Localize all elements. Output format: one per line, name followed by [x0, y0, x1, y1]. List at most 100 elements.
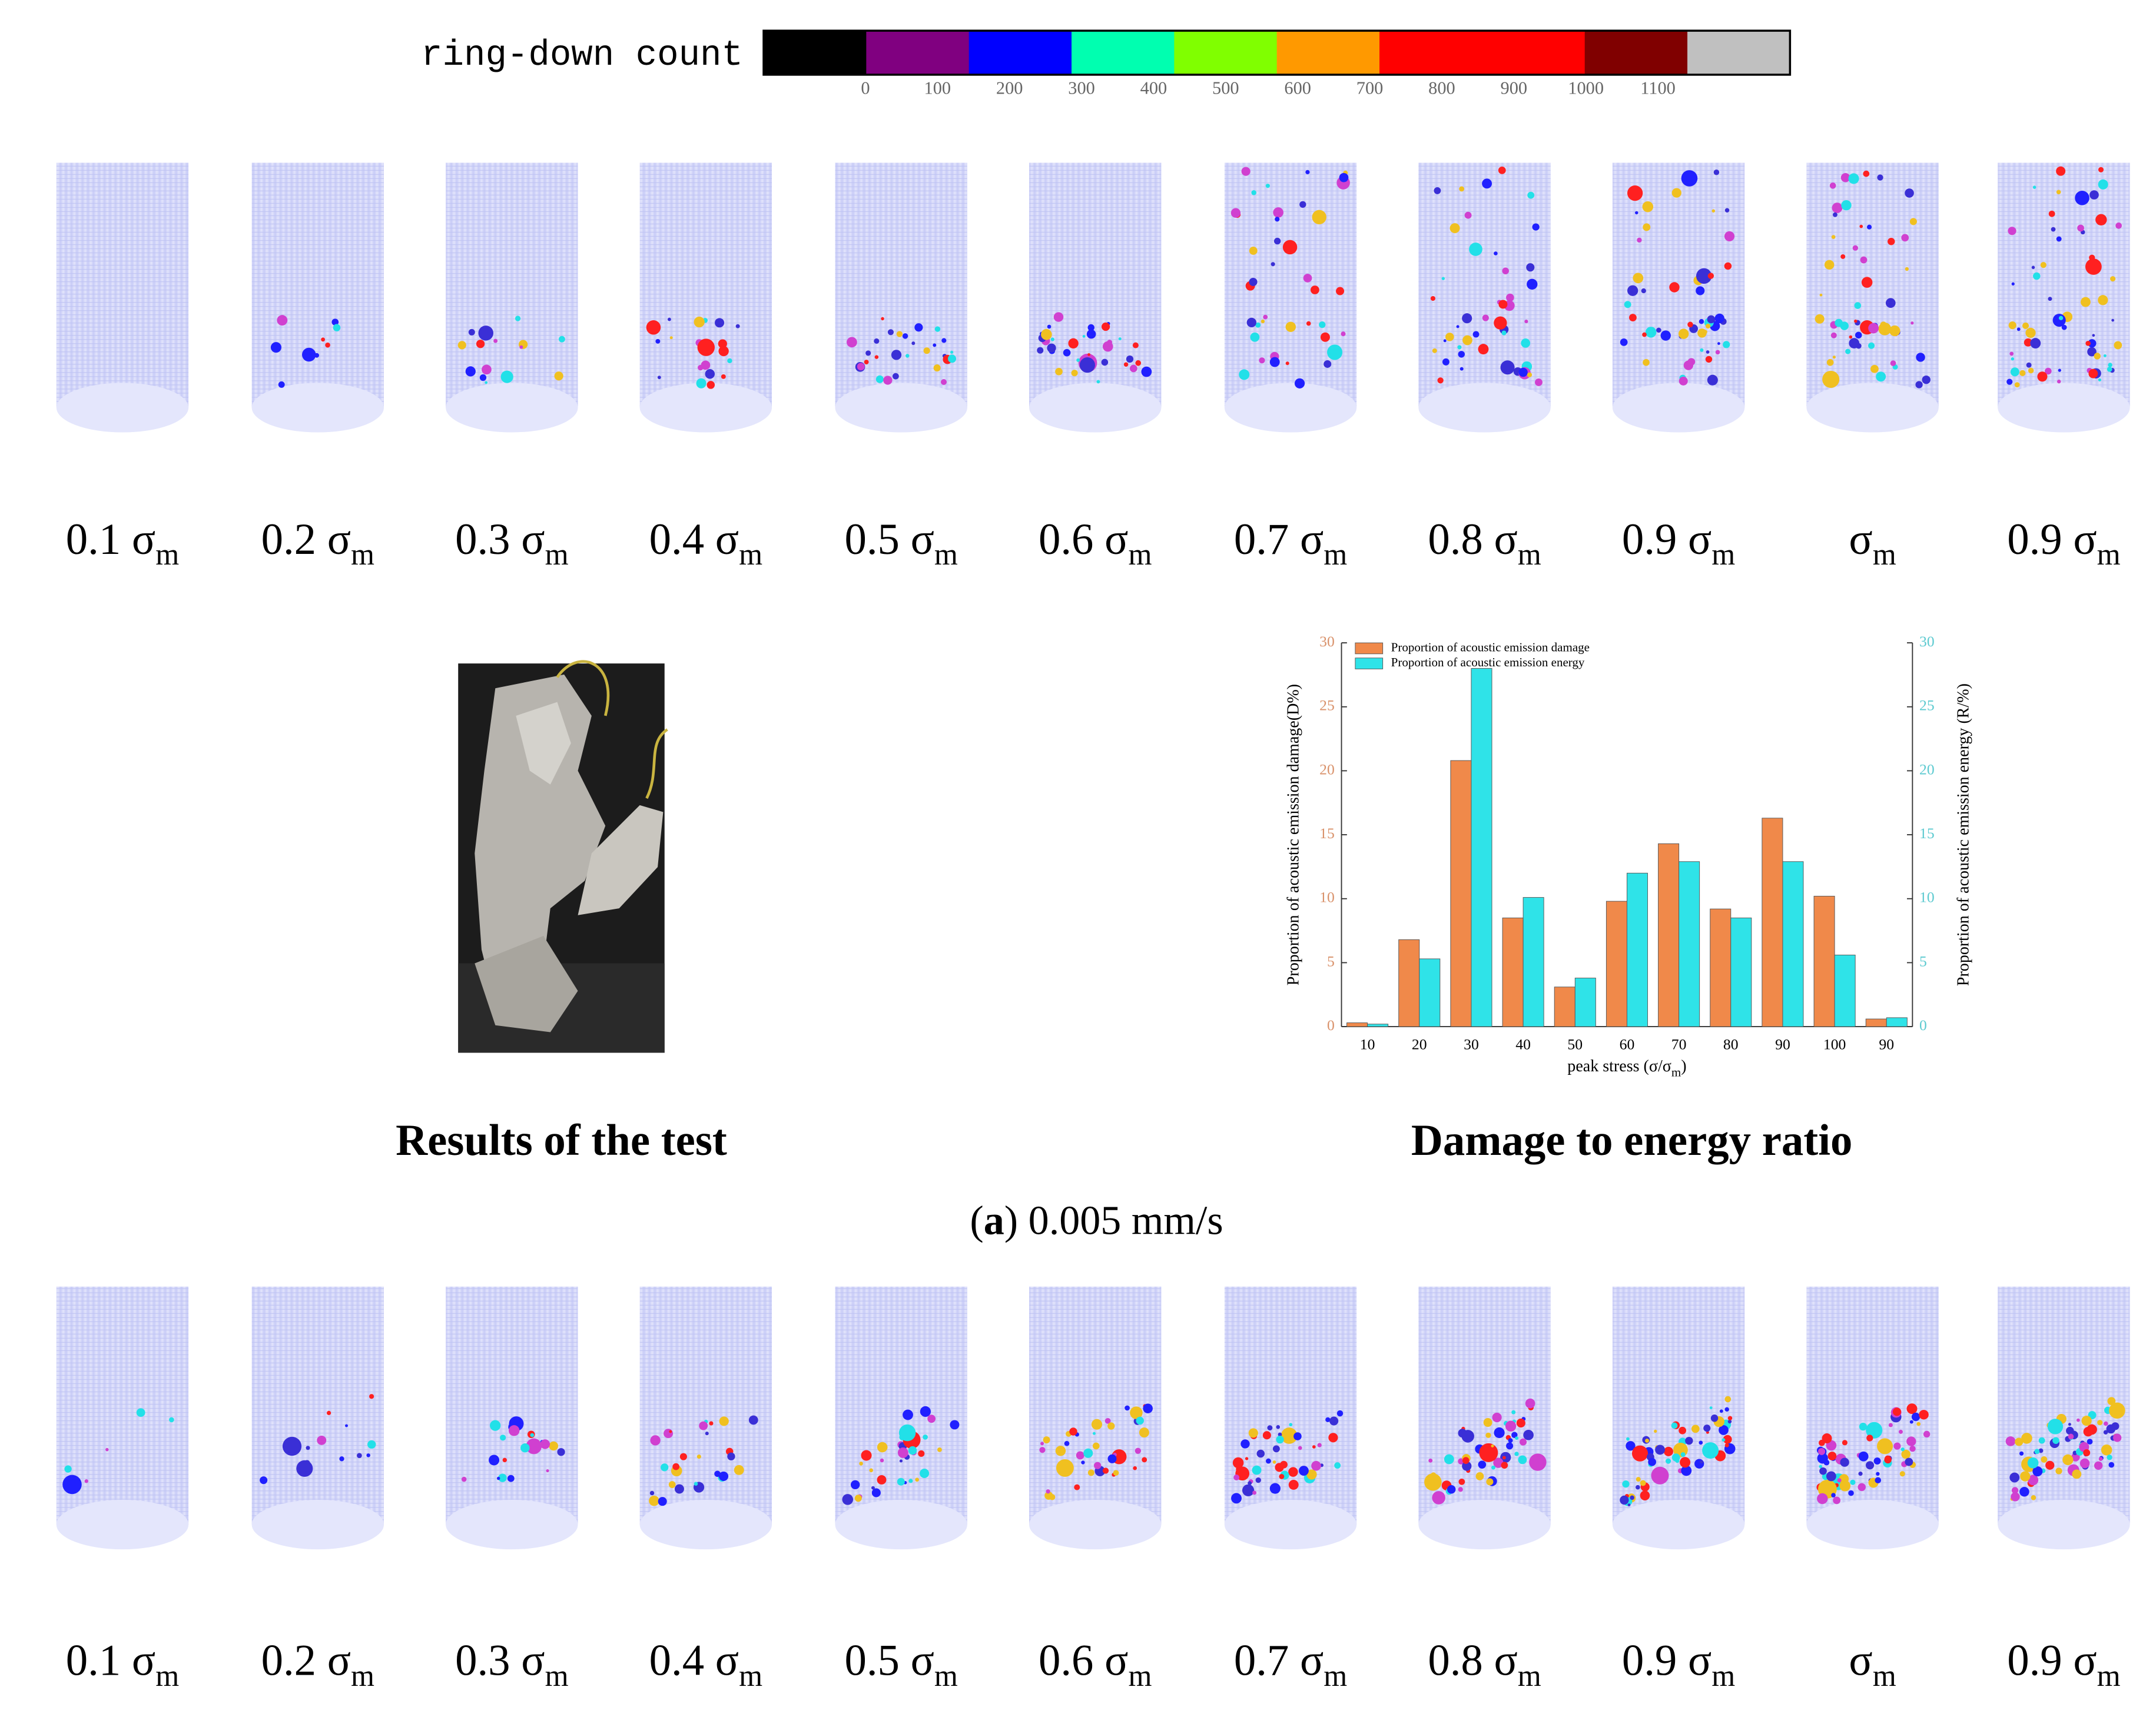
- ae-event: [672, 1463, 680, 1470]
- ae-event: [1622, 1480, 1630, 1488]
- ae-event: [345, 1424, 348, 1427]
- ae-event: [718, 1471, 729, 1481]
- bar: [1554, 987, 1575, 1027]
- bar-chart: 0 5 10 15 20 25 30 0 5 10 15 20 25 30 10 20 30 40 50 60 70 80…: [1285, 633, 1973, 1079]
- cylinder-base: [1224, 383, 1357, 433]
- ae-event: [2028, 1475, 2039, 1486]
- ae-event: [1717, 342, 1720, 345]
- ae-event: [1230, 208, 1241, 218]
- ae-event: [1086, 329, 1096, 339]
- stage-label-main: 0.2 σ: [261, 1636, 351, 1685]
- ae-event: [915, 1477, 920, 1482]
- ae-event: [1840, 254, 1846, 259]
- ae-event: [1288, 1467, 1298, 1477]
- ae-event: [1239, 369, 1250, 380]
- ae-event: [1252, 1490, 1257, 1495]
- ae-event: [2061, 324, 2067, 330]
- ae-event: [908, 1479, 913, 1483]
- stage-label: 0.6 σm: [1039, 1636, 1152, 1693]
- stage-label: σm: [1849, 1636, 1896, 1693]
- bar: [1834, 954, 1856, 1027]
- ae-event: [2019, 1451, 2024, 1456]
- ae-event: [554, 371, 563, 381]
- ae-event: [2101, 1444, 2112, 1456]
- ae-event: [1265, 184, 1270, 188]
- stage-label-main: 0.4 σ: [649, 1636, 739, 1685]
- ae-event: [1648, 1457, 1656, 1466]
- cylinder-base: [251, 1500, 384, 1550]
- ae-event: [1130, 364, 1137, 373]
- ae-event: [1858, 1483, 1866, 1492]
- x-tick-label: 40: [1515, 1036, 1531, 1053]
- specimen-model: [56, 162, 189, 433]
- ae-event: [705, 1432, 709, 1436]
- ae-event: [1861, 277, 1873, 288]
- ae-event: [1515, 1436, 1519, 1440]
- ae-event: [500, 1435, 506, 1441]
- ae-event: [282, 1436, 302, 1456]
- ae-event: [877, 1442, 888, 1453]
- ae-event: [2055, 1467, 2062, 1475]
- ae-event: [493, 338, 498, 343]
- ae-event: [1848, 173, 1859, 184]
- ae-event: [1491, 1445, 1494, 1448]
- ae-event: [1922, 375, 1931, 384]
- ae-event: [911, 341, 916, 346]
- y-tick-label: 30: [1319, 633, 1335, 650]
- ae-event: [1079, 357, 1095, 373]
- panel-caption: (a) 0.005 mm/s: [970, 1198, 1223, 1244]
- ae-event: [1232, 1457, 1244, 1469]
- ae-event: [1443, 339, 1447, 343]
- ae-event: [2113, 1433, 2122, 1442]
- ae-event: [1877, 174, 1883, 181]
- ae-event: [1705, 356, 1713, 363]
- bar: [1502, 917, 1524, 1027]
- ae-event: [1627, 1503, 1631, 1507]
- specimen-model: [1224, 162, 1357, 433]
- ae-event: [1437, 377, 1444, 384]
- ae-event: [1849, 338, 1860, 348]
- ae-event: [1916, 353, 1925, 362]
- ae-event: [1126, 355, 1134, 363]
- ae-event: [1866, 224, 1872, 230]
- cylinder-base: [56, 1500, 189, 1550]
- ae-event: [1680, 1452, 1686, 1457]
- ae-event: [1724, 1396, 1732, 1403]
- ae-event: [696, 378, 706, 388]
- ae-event: [1906, 1436, 1916, 1446]
- y2-tick-label: 20: [1919, 761, 1935, 778]
- cylinder-base: [639, 1500, 772, 1550]
- ae-event: [2058, 368, 2061, 372]
- ae-event: [1261, 319, 1265, 324]
- ae-event: [1306, 1469, 1317, 1480]
- ae-event: [1256, 1449, 1265, 1458]
- ae-event: [1269, 357, 1280, 367]
- ae-event: [1873, 1457, 1881, 1465]
- ae-event: [1909, 1446, 1916, 1452]
- ae-event: [1696, 286, 1705, 295]
- ae-event: [1289, 1423, 1293, 1427]
- ae-event: [1444, 1454, 1454, 1465]
- chart-caption: Damage to energy ratio: [1411, 1116, 1852, 1165]
- y2-tick-label: 10: [1919, 889, 1935, 906]
- ae-event: [1498, 300, 1508, 309]
- ae-event: [2011, 1487, 2019, 1494]
- ae-event: [1854, 302, 1862, 309]
- stage-label-main: 0.9 σ: [2007, 1636, 2097, 1685]
- ae-event: [718, 339, 727, 348]
- ae-event: [2056, 236, 2062, 242]
- ae-event: [1248, 1428, 1258, 1438]
- ae-event: [2098, 378, 2101, 381]
- ae-event: [2098, 179, 2108, 190]
- bar: [1710, 908, 1732, 1027]
- ae-event: [1047, 343, 1056, 353]
- colorbar-tick-label: 1100: [1640, 78, 1676, 98]
- ae-event: [719, 1416, 729, 1426]
- photo-caption: Results of the test: [396, 1116, 727, 1165]
- ae-event: [1535, 378, 1543, 386]
- ae-event: [1860, 256, 1868, 264]
- ae-event: [1848, 1490, 1854, 1496]
- colorbar-tick-label: 800: [1428, 78, 1455, 98]
- ae-event: [260, 1476, 268, 1485]
- ae-event: [668, 317, 671, 321]
